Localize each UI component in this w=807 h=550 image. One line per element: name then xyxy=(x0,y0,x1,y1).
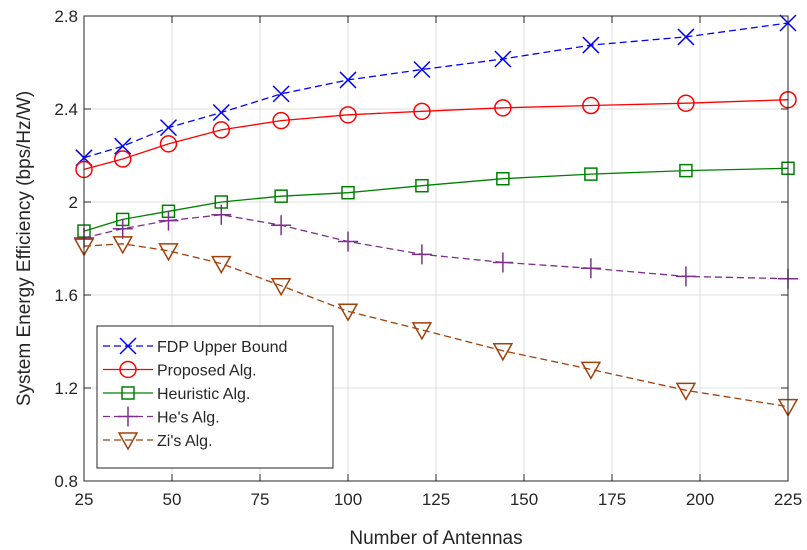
series-line xyxy=(83,243,789,408)
x-tick-label: 75 xyxy=(251,490,270,509)
data-point-marker xyxy=(114,137,132,155)
data-point-marker xyxy=(411,322,433,341)
legend-label: Proposed Alg. xyxy=(157,363,257,380)
data-point-marker xyxy=(210,255,232,275)
y-tick-label: 2 xyxy=(69,193,78,212)
data-point-marker xyxy=(679,163,693,178)
data-point-marker xyxy=(415,178,429,193)
legend-entry: FDP Upper Bound xyxy=(103,337,287,356)
data-point-marker xyxy=(339,106,357,124)
data-point-marker xyxy=(158,210,179,231)
data-point-marker xyxy=(338,231,358,252)
data-point-marker xyxy=(413,60,431,79)
x-tick-label: 150 xyxy=(510,490,538,509)
legend-marker-swatch xyxy=(118,406,138,427)
legend-label: FDP Upper Bound xyxy=(157,339,287,356)
legend-entry: He's Alg. xyxy=(103,406,220,427)
data-point-marker xyxy=(337,303,359,322)
legend-label: Zi's Alg. xyxy=(157,433,213,450)
x-tick-label: 175 xyxy=(598,490,626,509)
x-tick-label: 50 xyxy=(163,490,182,509)
y-tick-label: 0.8 xyxy=(54,472,78,491)
data-point-marker xyxy=(271,215,292,236)
x-tick-label: 200 xyxy=(686,490,714,509)
x-axis-label: Number of Antennas xyxy=(349,528,522,549)
y-tick-label: 2.4 xyxy=(54,100,78,119)
data-point-marker xyxy=(411,244,432,265)
data-point-marker xyxy=(274,189,288,203)
data-point-marker xyxy=(496,172,510,186)
y-tick-label: 1.6 xyxy=(54,286,78,305)
data-point-marker xyxy=(580,361,602,380)
data-point-marker xyxy=(212,103,230,122)
data-point-marker xyxy=(413,102,431,121)
data-point-marker xyxy=(494,99,512,117)
data-point-marker xyxy=(341,185,355,200)
data-point-marker xyxy=(112,218,133,239)
data-point-marker xyxy=(270,277,292,297)
data-point-marker xyxy=(584,167,598,181)
data-point-marker xyxy=(339,71,357,89)
ticks: 25 50 75 100 125 150 175 200 225 0.8 1.2 1.6 2 2.4 2.8 xyxy=(54,7,802,509)
legend-box xyxy=(96,325,334,469)
data-point-marker xyxy=(675,382,697,401)
data-point-marker xyxy=(211,204,232,225)
data-point-marker xyxy=(272,111,290,130)
series-line xyxy=(83,99,789,171)
legend-marker-swatch xyxy=(121,386,135,400)
series-4 xyxy=(74,204,798,289)
data-point-marker xyxy=(113,150,132,168)
data-point-marker xyxy=(212,121,231,139)
series-line xyxy=(83,167,789,232)
legend-entry: Heuristic Alg. xyxy=(103,386,250,403)
data-point-marker xyxy=(582,36,600,54)
x-tick-label: 125 xyxy=(422,490,450,509)
legend: FDP Upper Bound Proposed Alg. Heuristic Al… xyxy=(96,325,334,469)
legend-marker-swatch xyxy=(119,337,137,355)
data-point-marker xyxy=(272,85,290,103)
y-tick-label: 2.8 xyxy=(54,7,78,26)
x-tick-label: 100 xyxy=(334,490,362,509)
data-point-marker xyxy=(580,258,601,279)
legend-marker-swatch xyxy=(119,360,137,379)
x-tick-label: 25 xyxy=(75,490,94,509)
legend-entry: Proposed Alg. xyxy=(103,360,257,380)
y-axis-label: System Energy Efficiency (bps/Hz/W) xyxy=(14,91,35,406)
legend-label: He's Alg. xyxy=(157,410,220,427)
data-point-marker xyxy=(492,343,514,362)
data-point-marker xyxy=(158,243,179,262)
x-tick-label: 225 xyxy=(774,490,802,509)
data-point-marker xyxy=(159,135,178,153)
data-point-marker xyxy=(159,119,178,137)
y-tick-label: 1.2 xyxy=(54,379,78,398)
legend-entry: Zi's Alg. xyxy=(103,432,213,451)
data-point-marker xyxy=(675,266,696,287)
data-point-marker xyxy=(582,96,600,115)
data-point-marker xyxy=(494,50,512,68)
legend-label: Heuristic Alg. xyxy=(157,386,250,403)
data-point-marker xyxy=(677,28,695,46)
data-point-marker xyxy=(112,236,134,255)
data-point-marker xyxy=(677,94,695,112)
legend-marker-swatch xyxy=(117,432,139,451)
data-point-marker xyxy=(492,252,513,273)
grid xyxy=(83,15,789,482)
